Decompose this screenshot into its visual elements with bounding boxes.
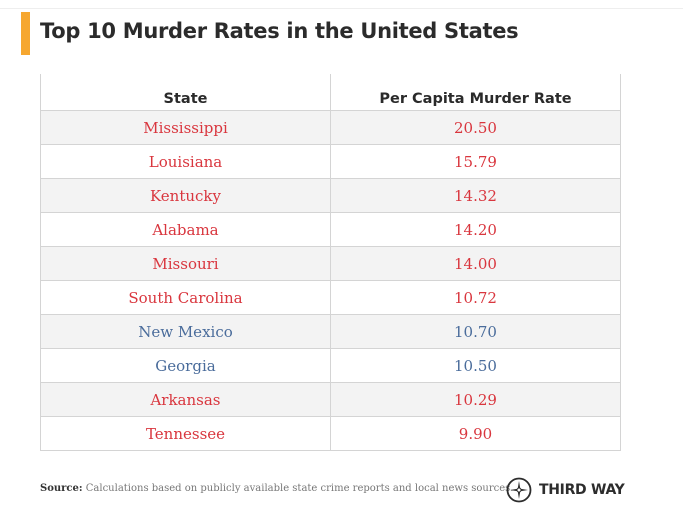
state-cell: Kentucky xyxy=(40,178,331,213)
state-cell: Alabama xyxy=(40,212,331,247)
rate-cell: 9.90 xyxy=(330,416,621,451)
state-cell: Louisiana xyxy=(40,144,331,179)
third-way-logo: THIRD WAY xyxy=(506,477,625,503)
table-row: Louisiana 15.79 xyxy=(40,144,621,179)
rate-cell: 14.20 xyxy=(330,212,621,247)
table-row: Tennessee 9.90 xyxy=(40,416,621,451)
rate-cell: 14.00 xyxy=(330,246,621,281)
table-row: Alabama 14.20 xyxy=(40,212,621,247)
header-state: State xyxy=(40,74,331,111)
murder-rate-table: State Per Capita Murder Rate Mississippi… xyxy=(40,74,621,451)
title-accent-bar xyxy=(21,12,30,55)
rate-cell: 10.72 xyxy=(330,280,621,315)
table-row: Mississippi 20.50 xyxy=(40,110,621,145)
table-row: Missouri 14.00 xyxy=(40,246,621,281)
table-row: New Mexico 10.70 xyxy=(40,314,621,349)
rate-cell: 10.29 xyxy=(330,382,621,417)
rate-cell: 20.50 xyxy=(330,110,621,145)
rate-cell: 10.50 xyxy=(330,348,621,383)
table-row: South Carolina 10.72 xyxy=(40,280,621,315)
page-title: Top 10 Murder Rates in the United States xyxy=(40,19,519,43)
state-cell: Tennessee xyxy=(40,416,331,451)
state-cell: New Mexico xyxy=(40,314,331,349)
state-cell: South Carolina xyxy=(40,280,331,315)
table-header-row: State Per Capita Murder Rate xyxy=(40,74,621,111)
source-text: Calculations based on publicly available… xyxy=(85,483,514,494)
table-row: Georgia 10.50 xyxy=(40,348,621,383)
source-label: Source: xyxy=(40,483,83,494)
rate-cell: 10.70 xyxy=(330,314,621,349)
logo-text: THIRD WAY xyxy=(539,482,625,498)
state-cell: Arkansas xyxy=(40,382,331,417)
top-divider xyxy=(0,8,683,9)
table-row: Arkansas 10.29 xyxy=(40,382,621,417)
rate-cell: 14.32 xyxy=(330,178,621,213)
compass-icon xyxy=(506,477,532,503)
source-note: Source: Calculations based on publicly a… xyxy=(40,483,513,494)
table-row: Kentucky 14.32 xyxy=(40,178,621,213)
rate-cell: 15.79 xyxy=(330,144,621,179)
state-cell: Mississippi xyxy=(40,110,331,145)
state-cell: Missouri xyxy=(40,246,331,281)
header-rate: Per Capita Murder Rate xyxy=(330,74,621,111)
state-cell: Georgia xyxy=(40,348,331,383)
